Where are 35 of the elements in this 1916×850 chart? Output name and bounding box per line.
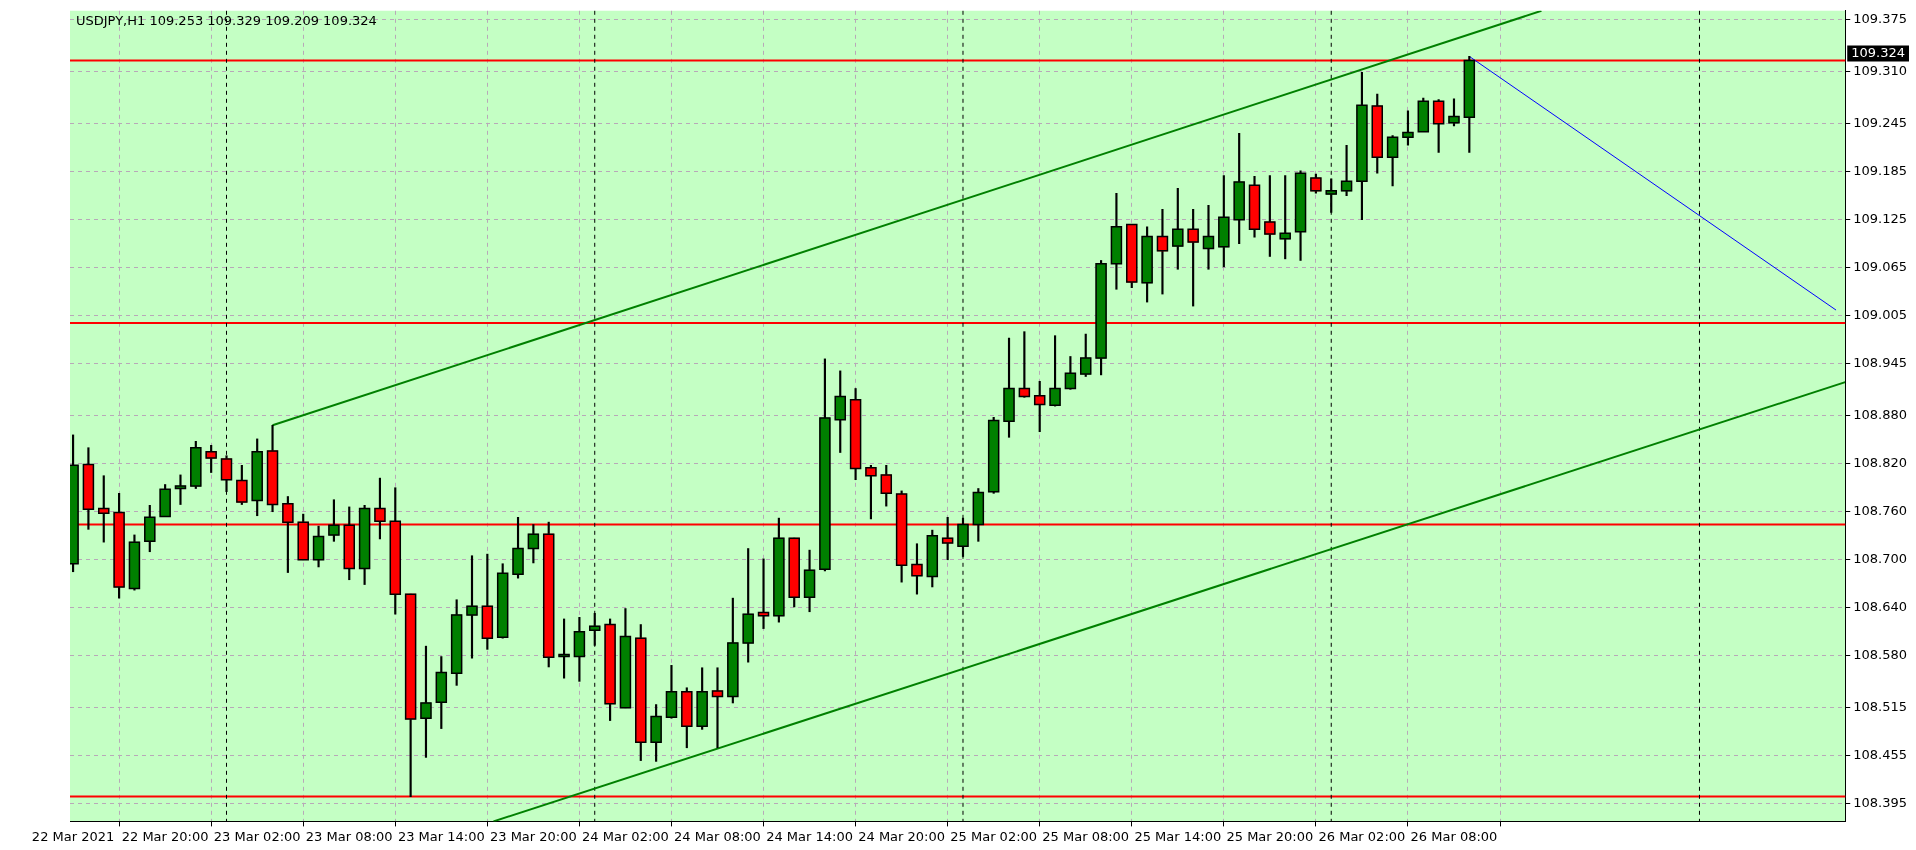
x-tick-label: 23 Mar 02:00 xyxy=(213,828,301,844)
x-tick-label: 24 Mar 08:00 xyxy=(674,828,761,844)
y-tick-label: 109.310 xyxy=(1853,62,1908,78)
x-tick-label: 26 Mar 02:00 xyxy=(1318,828,1406,844)
y-tick-label: 108.760 xyxy=(1853,503,1908,519)
x-tick-label: 22 Mar 2021 xyxy=(31,828,115,844)
y-tick-label: 109.125 xyxy=(1853,211,1908,227)
y-tick-label: 109.185 xyxy=(1853,163,1908,179)
x-tick-label: 25 Mar 08:00 xyxy=(1042,828,1130,844)
x-tick-label: 25 Mar 20:00 xyxy=(1226,828,1314,844)
y-tick-label: 108.395 xyxy=(1853,795,1908,811)
x-tick-label: 24 Mar 14:00 xyxy=(766,828,853,844)
x-tick-label: 22 Mar 20:00 xyxy=(121,828,209,844)
x-tick-label: 23 Mar 08:00 xyxy=(305,828,393,844)
y-tick-label: 108.640 xyxy=(1853,599,1908,615)
y-tick-label: 109.005 xyxy=(1853,307,1908,323)
x-tick-label: 25 Mar 02:00 xyxy=(950,828,1038,844)
x-tick-label: 23 Mar 20:00 xyxy=(489,828,577,844)
x-tick-label: 23 Mar 14:00 xyxy=(397,828,485,844)
x-tick-label: 24 Mar 20:00 xyxy=(858,828,946,844)
y-tick-label: 108.820 xyxy=(1853,455,1908,471)
y-tick-label: 109.375 xyxy=(1853,10,1908,26)
y-tick-label: 108.580 xyxy=(1853,647,1908,663)
y-tick-label: 108.515 xyxy=(1853,699,1908,715)
x-tick-label: 25 Mar 14:00 xyxy=(1134,828,1222,844)
y-tick-label: 108.455 xyxy=(1853,747,1908,763)
y-tick-label: 108.700 xyxy=(1853,551,1908,567)
chart-title: USDJPY,H1 109.253 109.329 109.209 109.324 xyxy=(76,12,377,28)
x-tick-label: 24 Mar 02:00 xyxy=(582,828,669,844)
y-tick-label: 109.245 xyxy=(1853,115,1908,130)
y-tick-label: 108.880 xyxy=(1853,407,1908,423)
y-tick-label: 109.065 xyxy=(1853,259,1908,275)
ref-line-label: 109.324 xyxy=(1851,44,1906,60)
x-tick-label: 26 Mar 08:00 xyxy=(1410,828,1498,844)
y-tick-label: 108.945 xyxy=(1853,355,1908,371)
